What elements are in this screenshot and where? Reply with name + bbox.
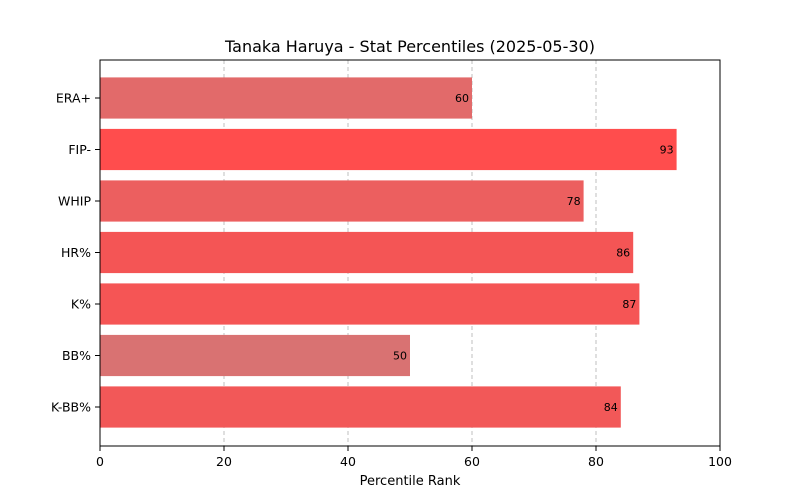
bar [100, 231, 634, 274]
bar [100, 334, 410, 377]
x-axis-label: Percentile Rank [360, 474, 461, 489]
y-tick-label: ERA+ [56, 91, 91, 106]
x-tick-label: 100 [708, 454, 732, 469]
x-tick-label: 20 [216, 454, 232, 469]
bar-value-label: 84 [604, 401, 618, 414]
bar-value-label: 93 [660, 144, 674, 157]
bar [100, 386, 621, 428]
y-tick-label: K-BB% [51, 400, 91, 415]
bar-value-label: 50 [393, 350, 407, 363]
x-tick-label: 60 [464, 454, 480, 469]
y-axis-ticks: ERA+ FIP- WHIP HR% K% BB% K-BB% [51, 91, 100, 415]
bar [100, 128, 677, 171]
bar [100, 77, 472, 119]
x-axis-ticks: 0 20 40 60 80 100 [96, 446, 732, 469]
bars [100, 77, 677, 428]
y-tick-label: FIP- [68, 142, 91, 157]
bar-value-label: 86 [616, 247, 630, 260]
y-tick-label: BB% [62, 348, 91, 363]
y-tick-label: HR% [61, 245, 91, 260]
bar-value-label: 87 [622, 298, 636, 311]
bar-value-label: 78 [567, 195, 581, 208]
y-tick-label: WHIP [58, 194, 91, 209]
bar [100, 283, 640, 325]
y-tick-label: K% [71, 297, 91, 312]
x-tick-label: 0 [96, 454, 104, 469]
x-tick-label: 40 [340, 454, 356, 469]
chart-title: Tanaka Haruya - Stat Percentiles (2025-0… [224, 37, 595, 56]
bar-value-label: 60 [455, 92, 469, 105]
bar [100, 180, 584, 222]
bar-value-labels: 60 93 78 86 87 50 84 [393, 92, 674, 414]
x-tick-label: 80 [588, 454, 604, 469]
